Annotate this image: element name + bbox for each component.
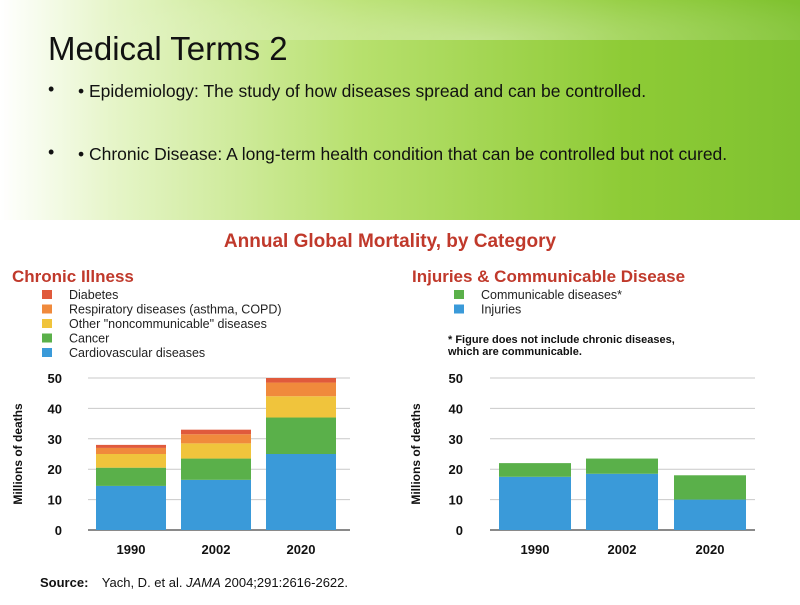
chronic-y-tick-label: 30 [48, 432, 62, 447]
chronic-x-tick-label: 2002 [202, 542, 231, 557]
chronic-y-tick-label: 20 [48, 462, 62, 477]
source-citation: Source: Yach, D. et al. JAMA 2004;291:26… [40, 575, 348, 590]
chronic-y-axis-label: Millions of deaths [11, 403, 25, 505]
chronic-bar-segment [181, 443, 251, 459]
chronic-legend-swatch [42, 319, 52, 328]
chronic-bar-segment [266, 378, 336, 383]
footnote-line-2: which are communicable. [447, 346, 582, 358]
injuries-bar-segment [499, 476, 571, 530]
injuries-bar-segment [499, 463, 571, 477]
chronic-legend-label: Diabetes [69, 288, 118, 302]
mortality-charts-svg: Annual Global Mortality, by Category * F… [11, 231, 755, 590]
chronic-bar-segment [96, 444, 166, 448]
source-label: Source: [40, 575, 88, 590]
injuries-y-tick-label: 50 [449, 371, 463, 386]
chronic-bar-segment [266, 417, 336, 454]
chronic-legend-label: Cardiovascular diseases [69, 346, 205, 360]
chronic-legend-swatch [42, 348, 52, 357]
chronic-y-tick-label: 40 [48, 401, 62, 416]
injuries-y-axis-label: Millions of deaths [409, 403, 423, 505]
source-journal: JAMA [185, 575, 221, 590]
chronic-bar-segment [181, 429, 251, 435]
bullet-text: • Epidemiology: The study of how disease… [78, 81, 647, 101]
source-authors: Yach, D. et al. [102, 575, 186, 590]
chronic-x-tick-label: 1990 [117, 542, 146, 557]
chronic-chart-title: Chronic Illness [12, 267, 134, 286]
injuries-bar-segment [674, 475, 746, 500]
chronic-bar-segment [96, 467, 166, 486]
injuries-y-tick-label: 40 [449, 401, 463, 416]
injuries-legend-label: Communicable diseases* [481, 288, 622, 302]
injuries-legend-label: Injuries [481, 303, 521, 317]
chronic-y-tick-label: 10 [48, 493, 62, 508]
injuries-chart-title: Injuries & Communicable Disease [412, 267, 685, 286]
slide-title: Medical Terms 2 [48, 30, 288, 67]
injuries-x-tick-label: 2002 [608, 542, 637, 557]
chronic-bar-segment [266, 396, 336, 418]
injuries-y-tick-label: 10 [449, 493, 463, 508]
footnote-line-1: * Figure does not include chronic diseas… [448, 334, 675, 346]
figure-title: Annual Global Mortality, by Category [224, 231, 557, 252]
injuries-x-tick-label: 1990 [521, 542, 550, 557]
chronic-bar-segment [181, 434, 251, 444]
injuries-y-tick-label: 30 [449, 432, 463, 447]
chronic-bar-segment [96, 485, 166, 530]
source-ref: 2004;291:2616-2622. [224, 575, 348, 590]
chronic-legend-label: Other "noncommunicable" diseases [69, 317, 267, 331]
injuries-bar-segment [674, 499, 746, 530]
chronic-bar-segment [96, 447, 166, 454]
chronic-legend-label: Respiratory diseases (asthma, COPD) [69, 303, 282, 317]
chronic-legend-swatch [42, 290, 52, 299]
chronic-bar-segment [181, 458, 251, 480]
header-swoosh [0, 0, 800, 40]
chronic-y-tick-label: 50 [48, 371, 62, 386]
chronic-legend-swatch [42, 304, 52, 314]
bullet-text: • Chronic Disease: A long-term health co… [78, 144, 728, 164]
chronic-bar-segment [266, 454, 336, 530]
injuries-legend-swatch [454, 304, 464, 314]
injuries-y-tick-label: 20 [449, 462, 463, 477]
mortality-figure: Annual Global Mortality, by Category * F… [0, 220, 800, 600]
chronic-bar-segment [266, 382, 336, 397]
chronic-y-tick-label: 0 [55, 523, 62, 538]
chronic-legend-swatch [42, 333, 52, 343]
chronic-bar-segment [181, 479, 251, 530]
bullet-marker: • [48, 79, 55, 99]
bullet-marker: • [48, 142, 55, 162]
injuries-legend-swatch [454, 290, 464, 299]
injuries-y-tick-label: 0 [456, 523, 463, 538]
slide-header-band [0, 0, 800, 220]
injuries-bar-segment [586, 458, 658, 474]
injuries-bar-segment [586, 473, 658, 530]
chronic-bar-segment [96, 454, 166, 468]
chronic-legend-label: Cancer [69, 332, 109, 346]
injuries-x-tick-label: 2020 [696, 542, 725, 557]
chronic-x-tick-label: 2020 [287, 542, 316, 557]
